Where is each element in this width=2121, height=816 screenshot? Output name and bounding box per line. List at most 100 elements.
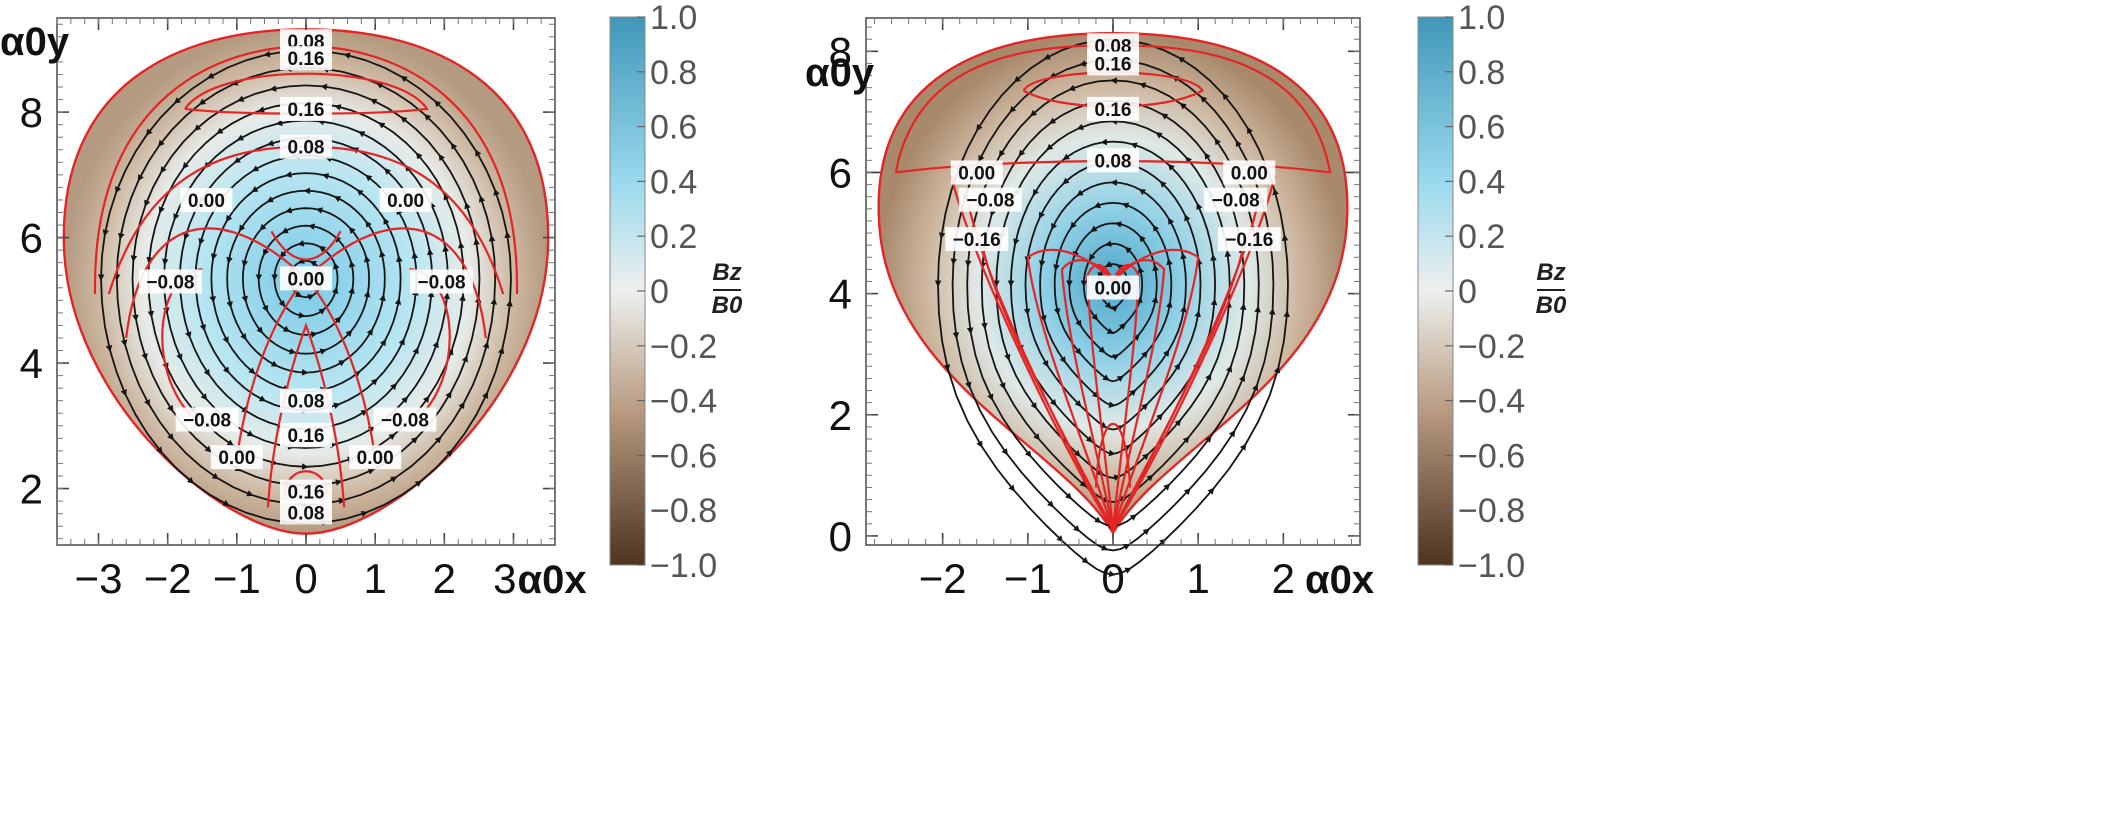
stream-arrow xyxy=(1128,389,1137,397)
y-tick-label: 8 xyxy=(20,89,43,136)
stream-arrow xyxy=(365,174,377,184)
stream-arrow xyxy=(402,480,423,495)
contour-label: 0.08 xyxy=(288,138,325,159)
colorbar-tick-label: 1.0 xyxy=(1458,0,1505,37)
y-tick-label: 8 xyxy=(829,28,852,75)
stream-arrow xyxy=(1170,362,1181,377)
stream-arrow xyxy=(376,82,396,94)
stream-arrow xyxy=(259,223,267,231)
contour-label-bg xyxy=(1217,227,1281,252)
contour-label-bg xyxy=(280,423,332,448)
stream-arrow xyxy=(315,207,325,214)
stream-arrow xyxy=(307,223,316,230)
y-tick-label: 0 xyxy=(829,513,852,560)
stream-arrow xyxy=(1177,56,1196,69)
stream-arrow xyxy=(378,122,394,134)
stream-arrow xyxy=(1068,83,1085,91)
stream-arrow xyxy=(1104,570,1116,578)
stream-arrow xyxy=(1048,114,1064,124)
stream-arrow xyxy=(1116,264,1124,271)
stream-arrow xyxy=(1167,419,1182,435)
contour-label-bg xyxy=(280,46,332,71)
stream-arrow xyxy=(184,321,192,339)
stream-arrow xyxy=(216,123,233,134)
y-tick-label: 2 xyxy=(20,466,43,513)
stream-arrow xyxy=(1269,366,1281,396)
x-tick-label: −1 xyxy=(213,555,261,602)
stream-arrow xyxy=(193,117,210,131)
stream-arrow xyxy=(139,338,148,361)
stream-arrow xyxy=(1091,390,1100,398)
contour-label: −0.08 xyxy=(381,411,429,432)
stream-arrow xyxy=(102,212,111,237)
stream-arrow xyxy=(1015,437,1032,458)
stream-arrow xyxy=(1168,217,1175,229)
x-tick-label: 0 xyxy=(294,555,317,602)
stream-arrow xyxy=(400,75,421,90)
x-tick-label: −3 xyxy=(75,555,123,602)
contour-line xyxy=(1112,238,1247,531)
stream-arrow xyxy=(115,170,126,194)
stream-arrow xyxy=(290,463,309,470)
stream-arrow xyxy=(1174,436,1190,454)
contour-label-bg xyxy=(280,500,332,525)
stream-arrow xyxy=(222,331,229,344)
stream-arrow xyxy=(161,393,174,413)
stream-arrow xyxy=(1160,113,1176,124)
stream-arrow xyxy=(411,251,419,267)
stream-arrow xyxy=(404,164,417,179)
streamline xyxy=(241,207,370,355)
stream-arrow xyxy=(318,245,327,253)
stream-arrow xyxy=(998,139,1011,158)
stream-arrow xyxy=(1180,252,1187,265)
stream-arrow xyxy=(1150,538,1167,553)
colorbar-tick-label: −0.4 xyxy=(650,383,717,421)
stream-arrow xyxy=(1025,422,1040,441)
stream-arrow xyxy=(379,250,386,262)
contour-label: 0.16 xyxy=(288,426,325,447)
colorbar-tick-label: −1.0 xyxy=(1458,547,1525,585)
stream-arrow xyxy=(275,119,293,127)
stream-arrow xyxy=(1062,176,1073,185)
stream-arrow xyxy=(334,104,352,112)
stream-arrow xyxy=(379,294,386,306)
contour-label: 0.00 xyxy=(188,191,225,212)
contour-line xyxy=(1086,263,1115,530)
stream-arrow xyxy=(147,296,155,318)
stream-arrow xyxy=(1065,518,1081,532)
contour-label: 0.00 xyxy=(387,191,424,212)
colorbar-tick-label: −0.8 xyxy=(1458,492,1525,530)
stream-arrow xyxy=(410,347,419,363)
contour-label: 0.16 xyxy=(288,49,325,70)
stream-arrow xyxy=(310,331,318,338)
contour-label: 0.00 xyxy=(357,448,394,469)
stream-arrow xyxy=(384,168,396,180)
stream-arrow xyxy=(1076,189,1086,196)
stream-arrow xyxy=(233,154,247,164)
stream-arrow xyxy=(1121,202,1131,209)
stream-arrow xyxy=(1194,310,1201,327)
stream-arrow xyxy=(475,391,488,415)
x-tick-label: 1 xyxy=(363,555,386,602)
stream-arrow xyxy=(1104,301,1112,309)
stream-arrow xyxy=(266,196,277,203)
stream-arrow xyxy=(1214,137,1227,156)
contour-label-bg xyxy=(349,445,402,470)
stream-arrow xyxy=(1032,183,1042,197)
stream-arrow xyxy=(269,85,290,92)
stream-arrow xyxy=(1139,235,1146,243)
x-tick-label: −2 xyxy=(144,555,192,602)
contour-label: 0.16 xyxy=(1095,54,1132,75)
stream-arrow xyxy=(1070,221,1077,229)
stream-arrow xyxy=(119,322,128,347)
stream-arrow xyxy=(450,142,464,162)
contour-label: −0.08 xyxy=(966,191,1014,212)
stream-arrow xyxy=(147,433,163,454)
stream-arrow xyxy=(1111,305,1119,312)
stream-arrow xyxy=(967,420,983,448)
left-colorbar-label-num: Bz xyxy=(712,259,741,286)
stream-arrow xyxy=(1138,188,1148,196)
colorbar-tick-label: −0.6 xyxy=(1458,437,1525,475)
contour-line xyxy=(1111,263,1140,530)
stream-arrow xyxy=(174,343,183,361)
